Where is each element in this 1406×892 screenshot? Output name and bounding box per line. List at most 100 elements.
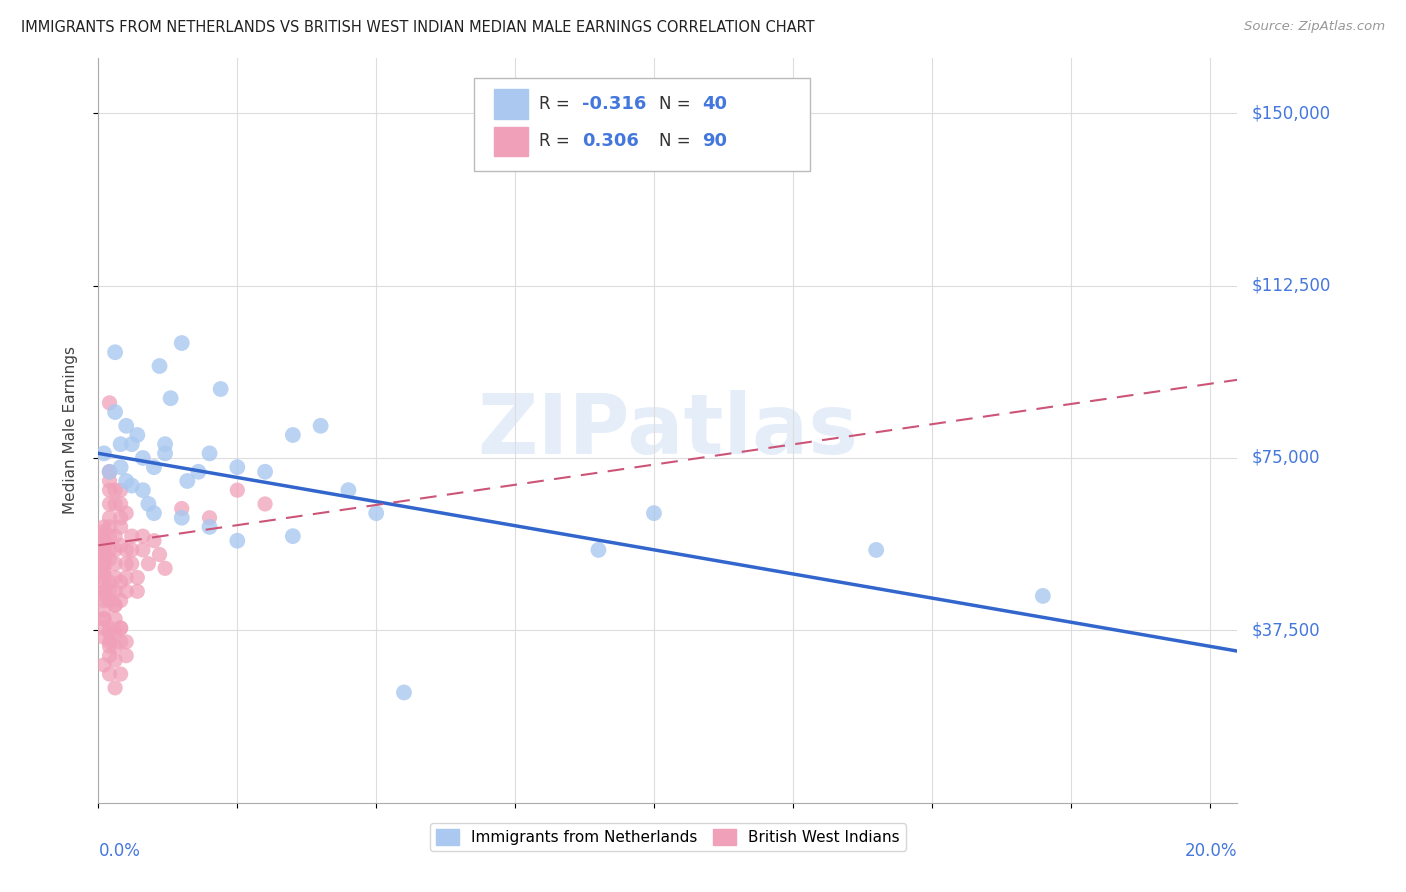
Point xyxy=(93,446,115,460)
Point xyxy=(588,543,610,558)
Point xyxy=(115,648,138,663)
Point xyxy=(115,584,138,599)
Point xyxy=(104,598,127,612)
Point xyxy=(104,640,127,654)
Point xyxy=(148,359,170,373)
Point xyxy=(170,501,193,516)
Point xyxy=(115,543,138,558)
Point xyxy=(98,474,121,488)
Point xyxy=(98,497,121,511)
Point xyxy=(110,621,132,635)
Point xyxy=(198,520,221,534)
Point xyxy=(104,612,127,626)
Point xyxy=(98,575,121,590)
Point xyxy=(93,538,115,552)
Point xyxy=(170,336,193,351)
Point xyxy=(104,483,127,498)
Point xyxy=(93,612,115,626)
Point xyxy=(643,506,665,520)
Point xyxy=(93,657,115,672)
Text: N =: N = xyxy=(659,132,696,151)
Text: ZIPatlas: ZIPatlas xyxy=(478,390,858,471)
Point xyxy=(98,529,121,543)
Point xyxy=(110,520,132,534)
Point xyxy=(98,520,121,534)
Point xyxy=(226,533,249,548)
Point xyxy=(98,465,121,479)
Point xyxy=(226,460,249,475)
Point xyxy=(110,460,132,475)
Point xyxy=(104,557,127,571)
Point xyxy=(143,506,166,520)
Point xyxy=(93,593,115,607)
Point xyxy=(93,548,115,562)
Point xyxy=(104,653,127,667)
Point xyxy=(110,575,132,590)
Point xyxy=(159,391,181,405)
Point xyxy=(121,557,143,571)
Point xyxy=(132,529,155,543)
Point xyxy=(392,685,415,699)
Point xyxy=(98,584,121,599)
Point xyxy=(93,529,115,543)
Text: $75,000: $75,000 xyxy=(1251,449,1320,467)
Text: 20.0%: 20.0% xyxy=(1185,842,1237,860)
Point xyxy=(153,437,176,451)
Point xyxy=(98,483,121,498)
Point xyxy=(104,405,127,419)
Text: R =: R = xyxy=(538,132,575,151)
Point xyxy=(143,460,166,475)
Point xyxy=(209,382,232,396)
Point xyxy=(254,465,277,479)
Point xyxy=(127,584,149,599)
Point xyxy=(170,510,193,524)
Point xyxy=(98,635,121,649)
Point xyxy=(104,345,127,359)
Point xyxy=(198,446,221,460)
Text: Source: ZipAtlas.com: Source: ZipAtlas.com xyxy=(1244,20,1385,33)
Point xyxy=(98,640,121,654)
Point xyxy=(93,543,115,558)
Point xyxy=(115,418,138,433)
Point xyxy=(104,570,127,584)
Point xyxy=(281,529,304,543)
Point xyxy=(132,450,155,465)
Point xyxy=(121,543,143,558)
Legend: Immigrants from Netherlands, British West Indians: Immigrants from Netherlands, British Wes… xyxy=(430,822,905,851)
Point xyxy=(98,465,121,479)
Point xyxy=(153,446,176,460)
Text: 40: 40 xyxy=(702,95,727,113)
Bar xyxy=(494,127,527,156)
Point xyxy=(93,561,115,575)
Point xyxy=(148,548,170,562)
Point xyxy=(337,483,360,498)
Point xyxy=(104,625,127,640)
Text: $150,000: $150,000 xyxy=(1251,104,1330,122)
Point xyxy=(110,497,132,511)
Point xyxy=(93,630,115,644)
Point xyxy=(281,428,304,442)
Point xyxy=(132,483,155,498)
Point xyxy=(1032,589,1054,603)
Point xyxy=(93,533,115,548)
Point xyxy=(121,529,143,543)
Text: 90: 90 xyxy=(702,132,727,151)
Point xyxy=(93,612,115,626)
Point xyxy=(254,497,277,511)
Text: N =: N = xyxy=(659,95,696,113)
Point xyxy=(98,625,121,640)
Text: $37,500: $37,500 xyxy=(1251,622,1320,640)
Point xyxy=(115,474,138,488)
Point xyxy=(93,520,115,534)
Point xyxy=(93,584,115,599)
Point xyxy=(98,510,121,524)
Point xyxy=(93,552,115,566)
Point xyxy=(93,570,115,584)
Point xyxy=(115,570,138,584)
Text: -0.316: -0.316 xyxy=(582,95,647,113)
Point xyxy=(121,478,143,492)
FancyBboxPatch shape xyxy=(474,78,810,171)
Point xyxy=(132,543,155,558)
Point xyxy=(127,570,149,584)
Point xyxy=(865,543,887,558)
